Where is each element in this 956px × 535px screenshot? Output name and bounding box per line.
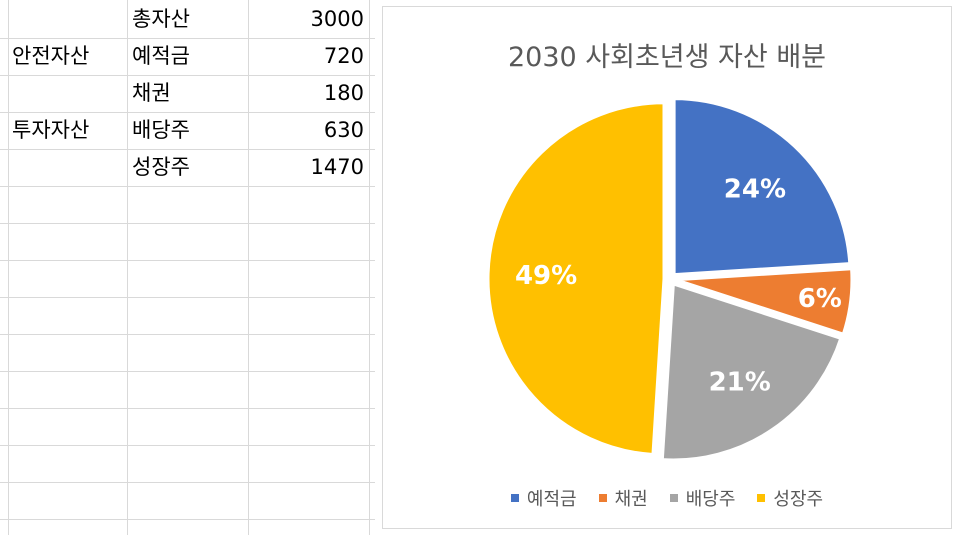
- legend-swatch: [598, 494, 607, 502]
- data-label-1: 24%: [724, 175, 786, 205]
- row-divider: [0, 186, 375, 187]
- cell-value[interactable]: 720: [323, 44, 364, 68]
- legend-item: 성장주: [757, 485, 823, 511]
- legend-swatch: [757, 494, 766, 502]
- pie-slice-1[interactable]: [672, 97, 852, 277]
- row-divider: [0, 334, 375, 335]
- row-divider: [0, 408, 375, 409]
- cell-item[interactable]: 예적금: [132, 44, 190, 68]
- pie-plot-area: 24% 6% 21% 49%: [486, 97, 854, 462]
- column-divider: [127, 0, 128, 535]
- cell-value[interactable]: 180: [323, 81, 364, 105]
- pie-chart[interactable]: 2030 사회초년생 자산 배분 24% 6% 21% 49% 예적금 채권 배당주 …: [382, 6, 952, 529]
- cell-value[interactable]: 1470: [310, 155, 364, 179]
- pie-slice-4[interactable]: [486, 101, 666, 457]
- row-divider: [0, 112, 375, 113]
- cell-value[interactable]: 630: [323, 118, 364, 142]
- pie-slice-3[interactable]: [660, 281, 843, 462]
- row-divider: [0, 149, 375, 150]
- cell-group[interactable]: [12, 75, 124, 112]
- data-label-2: 6%: [798, 284, 842, 314]
- column-divider: [369, 0, 370, 535]
- pie-slice-2[interactable]: [675, 267, 854, 337]
- legend-swatch: [510, 494, 519, 502]
- row-divider: [0, 445, 375, 446]
- row-divider: [0, 38, 375, 39]
- row-divider: [0, 223, 375, 224]
- row-divider: [0, 260, 375, 261]
- legend-label: 예적금: [526, 489, 577, 510]
- data-label-3: 21%: [709, 368, 771, 398]
- cell-group[interactable]: 투자자산: [12, 118, 90, 142]
- cell-group[interactable]: [12, 149, 124, 186]
- column-divider: [248, 0, 249, 535]
- chart-legend: 예적금 채권 배당주 성장주: [383, 485, 951, 511]
- legend-label: 채권: [614, 489, 648, 510]
- legend-swatch: [669, 494, 678, 502]
- legend-label: 성장주: [773, 489, 824, 510]
- column-divider: [8, 0, 9, 535]
- data-label-4: 49%: [515, 261, 577, 291]
- chart-title: 2030 사회초년생 자산 배분: [507, 42, 827, 73]
- cell-value[interactable]: 3000: [310, 7, 364, 31]
- cell-group[interactable]: 안전자산: [12, 44, 90, 68]
- cell-item[interactable]: 성장주: [132, 155, 190, 179]
- row-divider: [0, 75, 375, 76]
- row-divider: [0, 371, 375, 372]
- row-divider: [0, 482, 375, 483]
- legend-item: 채권: [598, 485, 648, 511]
- row-divider: [0, 297, 375, 298]
- legend-item: 예적금: [510, 485, 577, 511]
- cell-item[interactable]: 총자산: [132, 7, 190, 31]
- row-divider: [0, 519, 375, 520]
- legend-label: 배당주: [685, 489, 736, 510]
- cell-item[interactable]: 채권: [132, 81, 171, 105]
- cell-item[interactable]: 배당주: [132, 118, 190, 142]
- cell-group[interactable]: [12, 1, 124, 38]
- legend-item: 배당주: [669, 485, 736, 511]
